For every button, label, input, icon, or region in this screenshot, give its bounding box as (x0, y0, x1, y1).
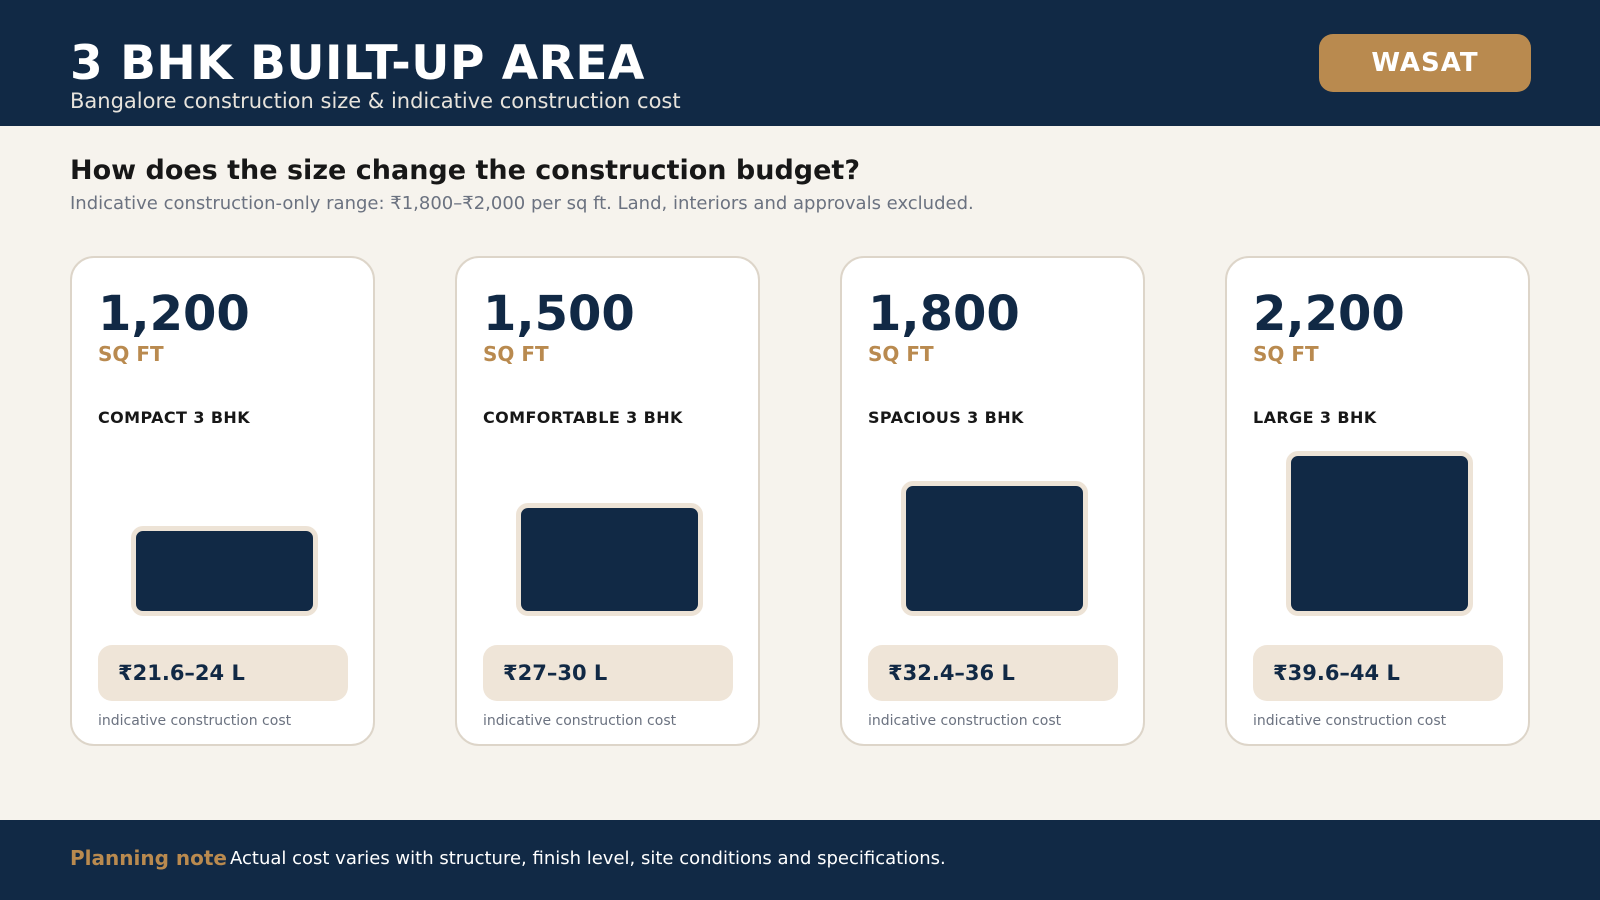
cost-caption: indicative construction cost (868, 713, 1062, 729)
area-plan-block (901, 481, 1088, 616)
cost-pill: ₹21.6–24 L (98, 645, 348, 701)
section-note: Indicative construction-only range: ₹1,8… (70, 193, 974, 214)
footer-label: Planning note (70, 846, 227, 870)
size-label: COMPACT 3 BHK (98, 408, 251, 427)
size-card-1800: 1,800 SQ FT SPACIOUS 3 BHK ₹32.4–36 L in… (840, 256, 1145, 746)
section-heading: How does the size change the constructio… (70, 155, 861, 186)
area-unit: SQ FT (868, 342, 934, 366)
size-label: SPACIOUS 3 BHK (868, 408, 1024, 427)
cost-pill: ₹32.4–36 L (868, 645, 1118, 701)
size-card-2200: 2,200 SQ FT LARGE 3 BHK ₹39.6–44 L indic… (1225, 256, 1530, 746)
area-value: 1,500 (483, 286, 635, 342)
area-plan-block (1286, 451, 1473, 616)
size-card-1200: 1,200 SQ FT COMPACT 3 BHK ₹21.6–24 L ind… (70, 256, 375, 746)
area-plan-block (131, 526, 318, 616)
size-label: COMFORTABLE 3 BHK (483, 408, 683, 427)
footer-bar: Planning note Actual cost varies with st… (0, 820, 1600, 900)
area-unit: SQ FT (98, 342, 164, 366)
page-title: 3 BHK BUILT-UP AREA (70, 36, 645, 91)
cost-pill: ₹27–30 L (483, 645, 733, 701)
area-unit: SQ FT (483, 342, 549, 366)
page-subtitle: Bangalore construction size & indicative… (70, 89, 681, 113)
area-value: 2,200 (1253, 286, 1405, 342)
cost-pill: ₹39.6–44 L (1253, 645, 1503, 701)
size-card-1500: 1,500 SQ FT COMFORTABLE 3 BHK ₹27–30 L i… (455, 256, 760, 746)
header-bar: 3 BHK BUILT-UP AREA Bangalore constructi… (0, 0, 1600, 126)
footer-text: Actual cost varies with structure, finis… (230, 848, 946, 869)
area-value: 1,800 (868, 286, 1020, 342)
brand-badge: WASAT (1319, 34, 1531, 92)
cost-caption: indicative construction cost (98, 713, 292, 729)
area-plan-block (516, 503, 703, 616)
cost-caption: indicative construction cost (1253, 713, 1447, 729)
cost-caption: indicative construction cost (483, 713, 677, 729)
size-label: LARGE 3 BHK (1253, 408, 1377, 427)
area-unit: SQ FT (1253, 342, 1319, 366)
area-value: 1,200 (98, 286, 250, 342)
